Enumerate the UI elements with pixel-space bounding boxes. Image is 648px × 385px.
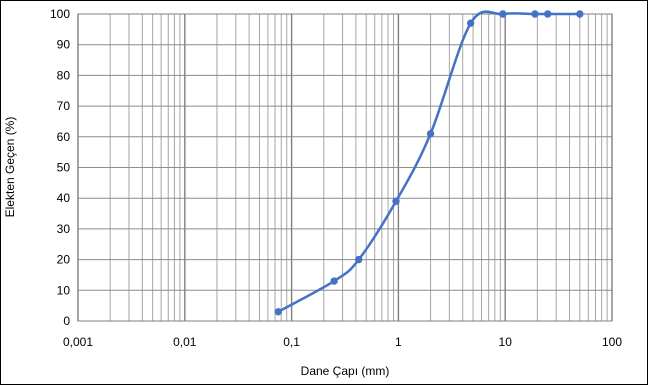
data-point	[545, 11, 551, 17]
data-point	[500, 11, 506, 17]
y-tick-label: 100	[50, 7, 70, 21]
y-tick-label: 60	[57, 130, 71, 144]
x-tick-label: 0,1	[283, 335, 300, 349]
data-point	[427, 131, 433, 137]
x-tick-label: 0,01	[173, 335, 197, 349]
y-tick-label: 10	[57, 283, 71, 297]
y-tick-label: 50	[57, 161, 71, 175]
y-tick-label: 80	[57, 68, 71, 82]
x-tick-label: 1	[395, 335, 402, 349]
y-axis-ticks: 0 10 20 30 40 50 60 70 80 90 100	[50, 7, 70, 328]
y-tick-label: 30	[57, 222, 71, 236]
x-tick-label: 100	[602, 335, 622, 349]
data-point	[275, 309, 281, 315]
x-tick-label: 10	[499, 335, 513, 349]
x-axis-title: Dane Çapı (mm)	[301, 364, 390, 378]
data-point	[393, 198, 399, 204]
y-tick-label: 70	[57, 99, 71, 113]
data-point	[467, 20, 473, 26]
y-axis-title: Elekten Geçen (%)	[3, 117, 17, 218]
x-axis-ticks: 0,001 0,01 0,1 1 10 100	[63, 335, 622, 349]
x-tick-label: 0,001	[63, 335, 93, 349]
data-point	[577, 11, 583, 17]
y-tick-label: 90	[57, 38, 71, 52]
data-point	[356, 256, 362, 262]
y-tick-label: 0	[63, 314, 70, 328]
y-tick-label: 20	[57, 253, 71, 267]
data-point	[532, 11, 538, 17]
y-tick-label: 40	[57, 191, 71, 205]
data-point	[331, 278, 337, 284]
